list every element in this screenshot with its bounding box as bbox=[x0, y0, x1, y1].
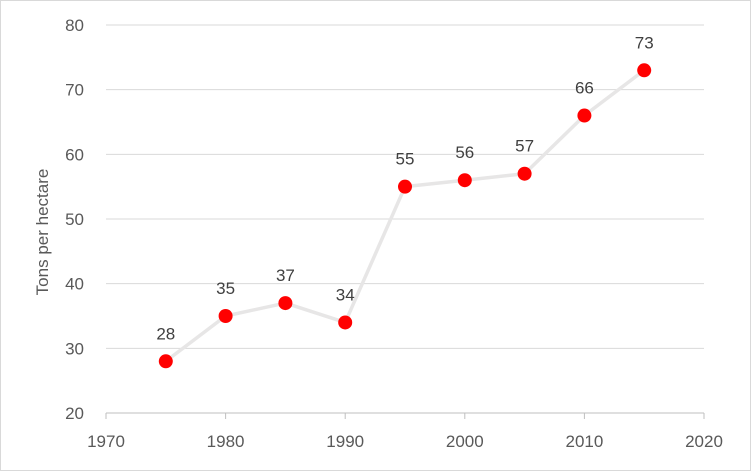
data-point bbox=[338, 315, 353, 330]
axes: 20 30 40 50 60 70 80 1970 1980 1990 2000 2010 2020 bbox=[65, 16, 723, 451]
data-point bbox=[577, 108, 592, 123]
data-label: 37 bbox=[276, 266, 295, 285]
y-tick-label: 60 bbox=[65, 145, 84, 164]
y-tick-label: 50 bbox=[65, 210, 84, 229]
data-label: 56 bbox=[455, 143, 474, 162]
data-point bbox=[158, 354, 173, 369]
data-label: 35 bbox=[216, 279, 235, 298]
data-point bbox=[517, 166, 532, 181]
grid bbox=[106, 24, 704, 349]
x-tick-label: 2020 bbox=[685, 432, 723, 451]
y-tick-label: 20 bbox=[65, 404, 84, 423]
data-label: 57 bbox=[515, 137, 534, 156]
series-line bbox=[164, 68, 646, 363]
x-tick-label: 1980 bbox=[207, 432, 245, 451]
data-point bbox=[218, 309, 233, 323]
y-tick-label: 80 bbox=[65, 16, 84, 35]
x-tick-label: 2010 bbox=[565, 432, 603, 451]
y-tick-label: 70 bbox=[65, 81, 84, 100]
data-label: 66 bbox=[575, 79, 594, 98]
data-label: 55 bbox=[396, 150, 415, 169]
data-label: 73 bbox=[635, 33, 654, 52]
data-point bbox=[278, 296, 293, 311]
data-label: 34 bbox=[336, 285, 355, 304]
data-point bbox=[637, 63, 652, 78]
series: 28 35 37 34 55 56 57 66 73 bbox=[156, 33, 654, 369]
x-tick-label: 1990 bbox=[326, 432, 364, 451]
data-label: 28 bbox=[156, 324, 175, 343]
x-tick-label: 1970 bbox=[87, 432, 125, 451]
y-tick-label: 40 bbox=[65, 275, 84, 294]
data-point bbox=[457, 173, 472, 188]
y-axis-title: Tons per hectare bbox=[33, 169, 52, 296]
data-point bbox=[398, 179, 412, 194]
y-tick-label: 30 bbox=[65, 339, 84, 358]
x-tick-label: 2000 bbox=[446, 432, 484, 451]
